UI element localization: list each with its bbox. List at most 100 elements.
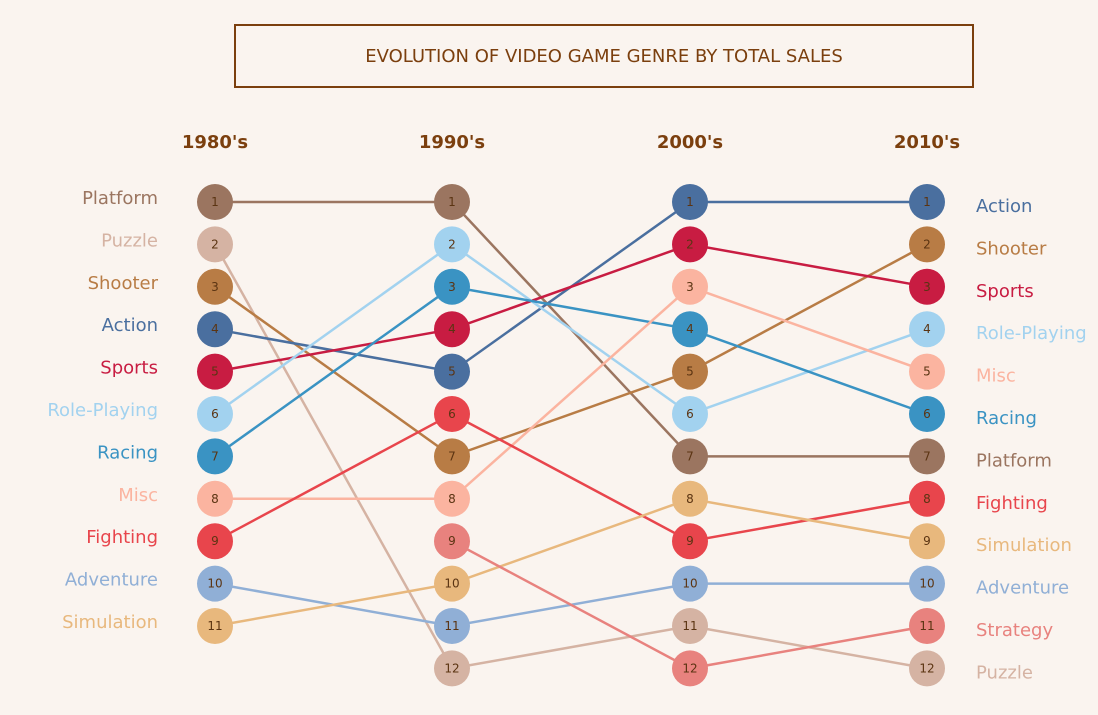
genre-label-right-adventure: Adventure <box>976 578 1069 599</box>
genre-label-right-racing: Racing <box>976 408 1037 429</box>
rank-circle <box>672 608 708 644</box>
decade-headers: 1980's 1990's 2000's 2010's <box>182 132 960 153</box>
rank-circle <box>434 226 470 263</box>
rank-marker-racing-1980-s: 7 <box>197 438 233 475</box>
series-line-sports <box>214 243 928 373</box>
rank-marker-misc-1980-s: 8 <box>197 480 233 517</box>
rank-number: 10 <box>207 577 222 591</box>
series-line-simulation <box>214 497 928 628</box>
rank-marker-adventure-1990-s: 11 <box>434 608 470 644</box>
rank-marker-role-playing-2010-s: 4 <box>909 311 945 348</box>
rank-circle <box>434 438 470 475</box>
rank-number: 11 <box>682 619 697 633</box>
rank-number: 6 <box>448 407 456 421</box>
genre-label-left-simulation: Simulation <box>62 612 158 633</box>
rank-number: 8 <box>448 492 456 506</box>
rank-circle <box>909 184 945 220</box>
rank-number: 1 <box>211 195 219 209</box>
rank-number: 7 <box>686 449 694 463</box>
rank-circle <box>672 184 708 220</box>
series-line-racing <box>214 285 928 458</box>
rank-number: 1 <box>686 195 694 209</box>
rank-marker-action-2000-s: 1 <box>672 184 708 220</box>
rank-marker-simulation-2000-s: 8 <box>672 480 708 517</box>
rank-circle <box>909 226 945 263</box>
genre-label-right-platform: Platform <box>976 450 1052 471</box>
rank-number: 3 <box>686 280 694 294</box>
rank-marker-action-1990-s: 5 <box>434 353 470 390</box>
rank-circle <box>909 523 945 560</box>
rank-number: 4 <box>448 322 456 336</box>
rank-number: 5 <box>686 365 694 379</box>
rank-circle <box>909 565 945 602</box>
rank-marker-sports-1980-s: 5 <box>197 353 233 390</box>
rank-number: 6 <box>686 407 694 421</box>
rank-number: 11 <box>919 619 934 633</box>
rank-marker-misc-1990-s: 8 <box>434 480 470 517</box>
rank-number: 5 <box>448 365 456 379</box>
rank-marker-role-playing-1980-s: 6 <box>197 396 233 432</box>
rank-number: 3 <box>211 280 219 294</box>
rank-circle <box>197 438 233 475</box>
rank-marker-platform-1990-s: 1 <box>434 184 470 220</box>
rank-circle <box>672 480 708 517</box>
series-line-misc <box>215 285 928 501</box>
rank-number: 11 <box>444 619 459 633</box>
genre-label-left-sports: Sports <box>100 358 158 379</box>
rank-circle <box>197 353 233 390</box>
rank-number: 7 <box>448 449 456 463</box>
rank-number: 9 <box>923 534 931 548</box>
rank-marker-action-2010-s: 1 <box>909 184 945 220</box>
rank-number: 11 <box>207 619 222 633</box>
rank-number: 8 <box>211 492 219 506</box>
rank-number: 2 <box>923 237 931 251</box>
rank-number: 3 <box>448 280 456 294</box>
rank-number: 2 <box>448 237 456 251</box>
rank-marker-puzzle-2000-s: 11 <box>672 608 708 644</box>
rank-number: 8 <box>686 492 694 506</box>
rank-marker-simulation-1980-s: 11 <box>197 608 233 644</box>
rank-circle <box>434 523 470 560</box>
rank-number: 7 <box>211 449 219 463</box>
rank-marker-simulation-2010-s: 9 <box>909 523 945 560</box>
genre-label-left-role-playing: Role-Playing <box>47 400 158 421</box>
rank-number: 2 <box>686 237 694 251</box>
rank-marker-puzzle-2010-s: 12 <box>909 650 945 687</box>
rank-marker-role-playing-1990-s: 2 <box>434 226 470 263</box>
rank-number: 4 <box>686 322 694 336</box>
rank-circle <box>197 565 233 602</box>
rank-circle <box>434 311 470 348</box>
series-line-shooter <box>214 243 928 458</box>
rank-marker-puzzle-1980-s: 2 <box>197 226 233 263</box>
rank-circle <box>672 438 708 475</box>
genre-label-left-fighting: Fighting <box>86 527 158 548</box>
rank-circle <box>909 353 945 390</box>
rank-circle <box>434 480 470 517</box>
genre-label-right-simulation: Simulation <box>976 535 1072 556</box>
rank-circle <box>434 268 470 305</box>
series-line-strategy <box>451 540 928 670</box>
rank-marker-simulation-1990-s: 10 <box>434 565 470 602</box>
series-line-role-playing <box>214 242 928 416</box>
rank-marker-racing-2010-s: 6 <box>909 396 945 432</box>
rank-number: 1 <box>448 195 456 209</box>
rank-marker-racing-1990-s: 3 <box>434 268 470 305</box>
rank-marker-strategy-2010-s: 11 <box>909 608 945 644</box>
rank-marker-shooter-2010-s: 2 <box>909 226 945 263</box>
rank-circle <box>197 226 233 263</box>
genre-label-left-action: Action <box>102 315 158 336</box>
genre-labels-right: Platform Puzzle Shooter Action Sports Role-Pl… <box>976 196 1087 683</box>
rank-marker-fighting-2010-s: 8 <box>909 480 945 517</box>
rank-number: 9 <box>211 534 219 548</box>
genre-label-right-shooter: Shooter <box>976 238 1047 259</box>
rank-marker-strategy-2000-s: 12 <box>672 650 708 687</box>
rank-number: 12 <box>919 661 934 675</box>
rank-marker-platform-1980-s: 1 <box>197 184 233 220</box>
rank-number: 4 <box>923 322 931 336</box>
rank-circle <box>672 311 708 348</box>
rank-marker-platform-2010-s: 7 <box>909 438 945 475</box>
rank-marker-puzzle-1990-s: 12 <box>434 650 470 687</box>
rank-circle <box>197 523 233 560</box>
